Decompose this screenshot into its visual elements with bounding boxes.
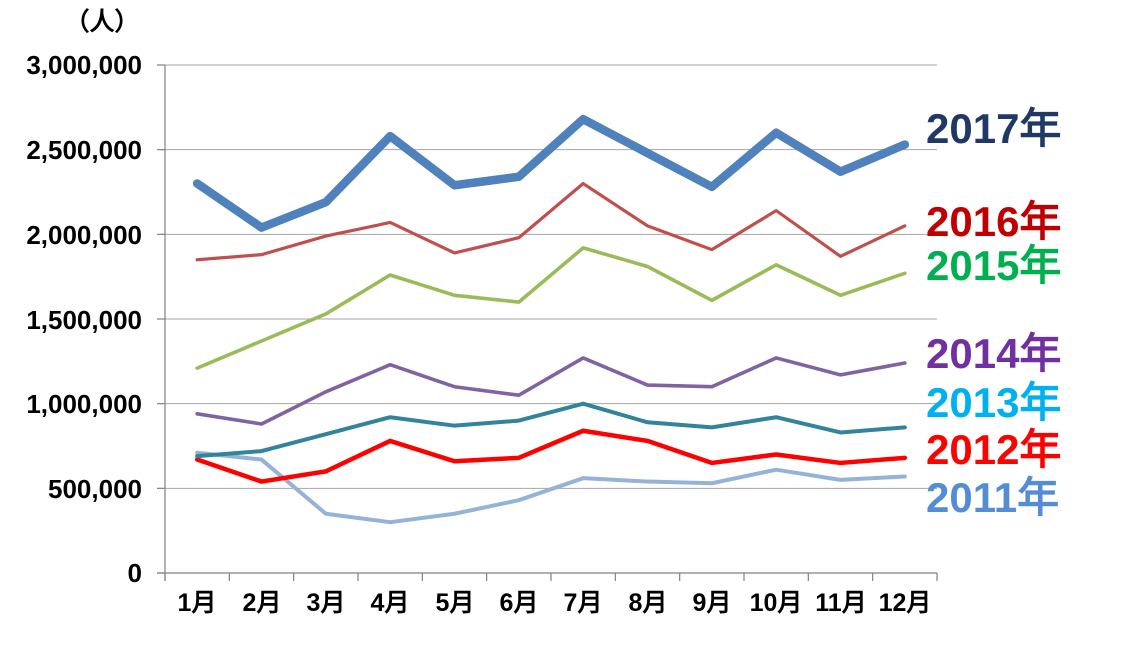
y-axis-tick-label: 1,000,000 (26, 389, 142, 419)
series-line-2011年 (195, 450, 907, 525)
x-axis-tick-label: 1月 (177, 589, 217, 617)
legend-label-2016: 2016年 (926, 198, 1062, 245)
x-axis-tick-label: 9月 (692, 589, 732, 617)
series-line-2013年 (195, 401, 907, 459)
x-axis-tick-label: 6月 (499, 589, 539, 617)
legend-label-2013: 2013年 (926, 379, 1062, 426)
x-axis-tick-label: 5月 (435, 589, 475, 617)
series-line-2014年 (195, 356, 907, 426)
legend-label-2012: 2012年 (926, 426, 1062, 473)
x-axis-tick-label: 4月 (370, 589, 410, 617)
x-axis-tick-label: 3月 (306, 589, 346, 617)
x-axis-tick-label: 10月 (749, 589, 803, 617)
y-axis-tick-label: 2,000,000 (26, 220, 142, 250)
series-line-2017年 (192, 114, 910, 232)
y-axis-tick-label: 0 (127, 558, 142, 588)
y-axis-tick-label: 500,000 (48, 474, 142, 504)
y-axis-tick-label: 2,500,000 (26, 135, 142, 165)
x-axis-tick-label: 2月 (242, 589, 282, 617)
series-line-2016年 (195, 181, 907, 262)
x-axis-tick-label: 12月 (878, 589, 932, 617)
y-axis-tick-label: 1,500,000 (26, 305, 142, 335)
y-axis-tick-label: 3,000,000 (26, 50, 142, 80)
x-axis-tick-label: 8月 (628, 589, 668, 617)
y-axis-unit-label: （人） (64, 8, 140, 36)
x-axis-tick-label: 7月 (563, 589, 603, 617)
x-axis-tick-label: 11月 (815, 589, 867, 617)
series-line-2015年 (195, 246, 907, 370)
legend-label-2015: 2015年 (926, 242, 1062, 289)
legend-label-2014: 2014年 (926, 330, 1062, 377)
series-line-2012年 (194, 428, 908, 484)
legend-label-2017: 2017年 (926, 105, 1062, 152)
legend-label-2011: 2011年 (926, 474, 1060, 521)
